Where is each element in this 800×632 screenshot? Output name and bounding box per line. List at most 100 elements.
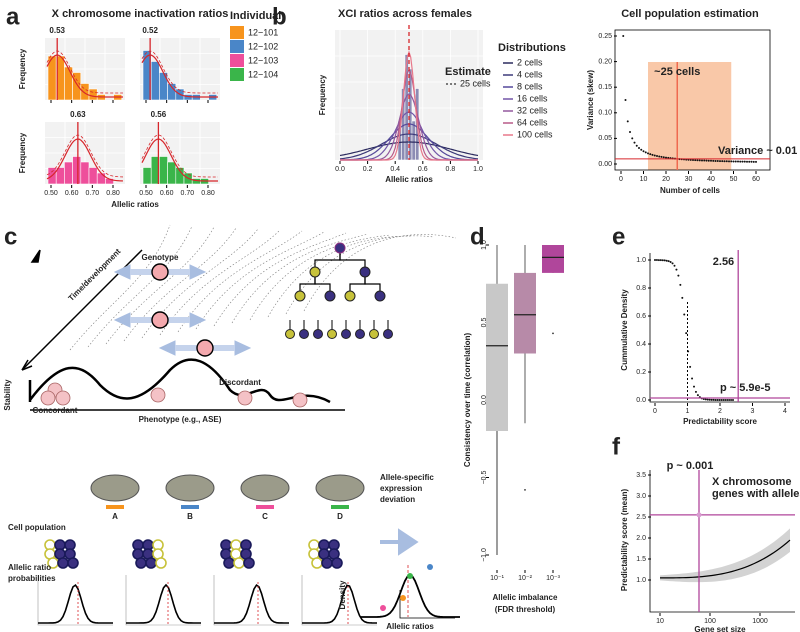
dot (334, 242, 346, 254)
band (660, 528, 790, 583)
x-tick-label: 50 (730, 176, 738, 183)
panel-title: XCI ratios across females (338, 8, 472, 20)
rect (72, 156, 82, 185)
legend-entry: 16 cells (517, 93, 548, 103)
curve (141, 228, 259, 339)
panel-label: c (4, 223, 17, 250)
dot (633, 141, 636, 144)
rect (331, 505, 349, 509)
arrow (380, 528, 419, 556)
legend-entry: 2 cells (517, 57, 543, 67)
dot (691, 377, 694, 380)
legend-entry: 12−103 (248, 55, 278, 65)
annotation: deviation (380, 495, 415, 504)
dot (233, 557, 245, 569)
legend-entry: 25 cells (460, 78, 491, 88)
dot (626, 120, 629, 123)
dot (57, 557, 69, 569)
legend-entry: 100 cells (517, 129, 553, 139)
dot (748, 160, 751, 163)
dot (651, 153, 654, 156)
dot (67, 557, 79, 569)
x-tick-label: 0.6 (418, 166, 428, 173)
curve (126, 583, 201, 624)
annotation: p ~ 0.001 (667, 460, 714, 472)
rect (167, 161, 177, 185)
curve (213, 232, 347, 327)
x-tick-label: 0.80 (201, 190, 215, 197)
annotation: 2.56 (713, 256, 734, 268)
dot (704, 398, 707, 401)
individual-label: D (337, 512, 343, 521)
dot (728, 160, 730, 163)
dot (660, 155, 663, 158)
dot (145, 557, 157, 569)
y-tick-label: 1.0 (636, 577, 646, 584)
dot (155, 557, 167, 569)
annotation: Genotype (142, 253, 179, 262)
dot (730, 398, 733, 401)
rect (96, 172, 106, 185)
annotation: Allele-specific (380, 473, 434, 482)
y-tick-label: −0.5 (481, 470, 488, 484)
armadillo (165, 474, 215, 502)
curve (123, 227, 237, 342)
x-tick-label: 40 (707, 176, 715, 183)
dot (692, 159, 694, 161)
axis-label: Density (338, 580, 347, 609)
dot (716, 160, 719, 163)
dot (151, 263, 169, 281)
dot (693, 385, 695, 388)
x-tick-label: 0 (653, 408, 657, 415)
dot (716, 398, 719, 401)
dot (714, 398, 717, 401)
dot (681, 296, 684, 299)
panel-label: a (6, 3, 20, 30)
rect (106, 505, 124, 509)
y-tick-label: 0.10 (598, 110, 612, 117)
x-tick-label: 10⁻² (518, 575, 532, 582)
rect (486, 283, 508, 431)
curve (37, 575, 113, 626)
y-label: Frequency (18, 132, 27, 173)
curve (285, 235, 435, 315)
curve (87, 225, 193, 348)
dot (746, 160, 748, 163)
dot (694, 159, 697, 162)
dot (341, 329, 351, 339)
rect (159, 72, 168, 101)
curve (28, 358, 331, 404)
dot (327, 329, 337, 339)
x-tick-label: 0.4 (390, 166, 400, 173)
y-tick-label: 0.25 (598, 33, 612, 40)
individual-label: C (262, 512, 268, 521)
panel-label: e (612, 223, 625, 250)
x-label: (FDR threshold) (495, 605, 556, 614)
dot (292, 392, 308, 408)
dot (55, 390, 71, 406)
rect (80, 161, 90, 185)
dot (644, 151, 647, 154)
x-tick-label: 2 (718, 408, 722, 415)
dot (714, 159, 717, 162)
curve (301, 575, 377, 626)
curve (364, 272, 381, 296)
y-tick-label: 0.2 (636, 369, 646, 376)
curve (340, 50, 478, 161)
dot (703, 159, 706, 162)
dot (665, 259, 668, 262)
panel-title: X chromosome inactivation ratios (52, 8, 229, 20)
dot (400, 595, 406, 601)
dot (665, 156, 667, 159)
annotation: Concordant (33, 406, 78, 415)
curve (249, 234, 391, 321)
dot (285, 329, 295, 339)
dot (696, 394, 699, 397)
curve (314, 272, 331, 296)
dot (721, 160, 724, 163)
x-tick-label: 10⁻³ (546, 575, 560, 582)
legend-entry: 64 cells (517, 117, 548, 127)
annotation: Allelic ratio (8, 563, 51, 572)
y-tick-label: 0.15 (598, 84, 612, 91)
dot (638, 147, 640, 149)
